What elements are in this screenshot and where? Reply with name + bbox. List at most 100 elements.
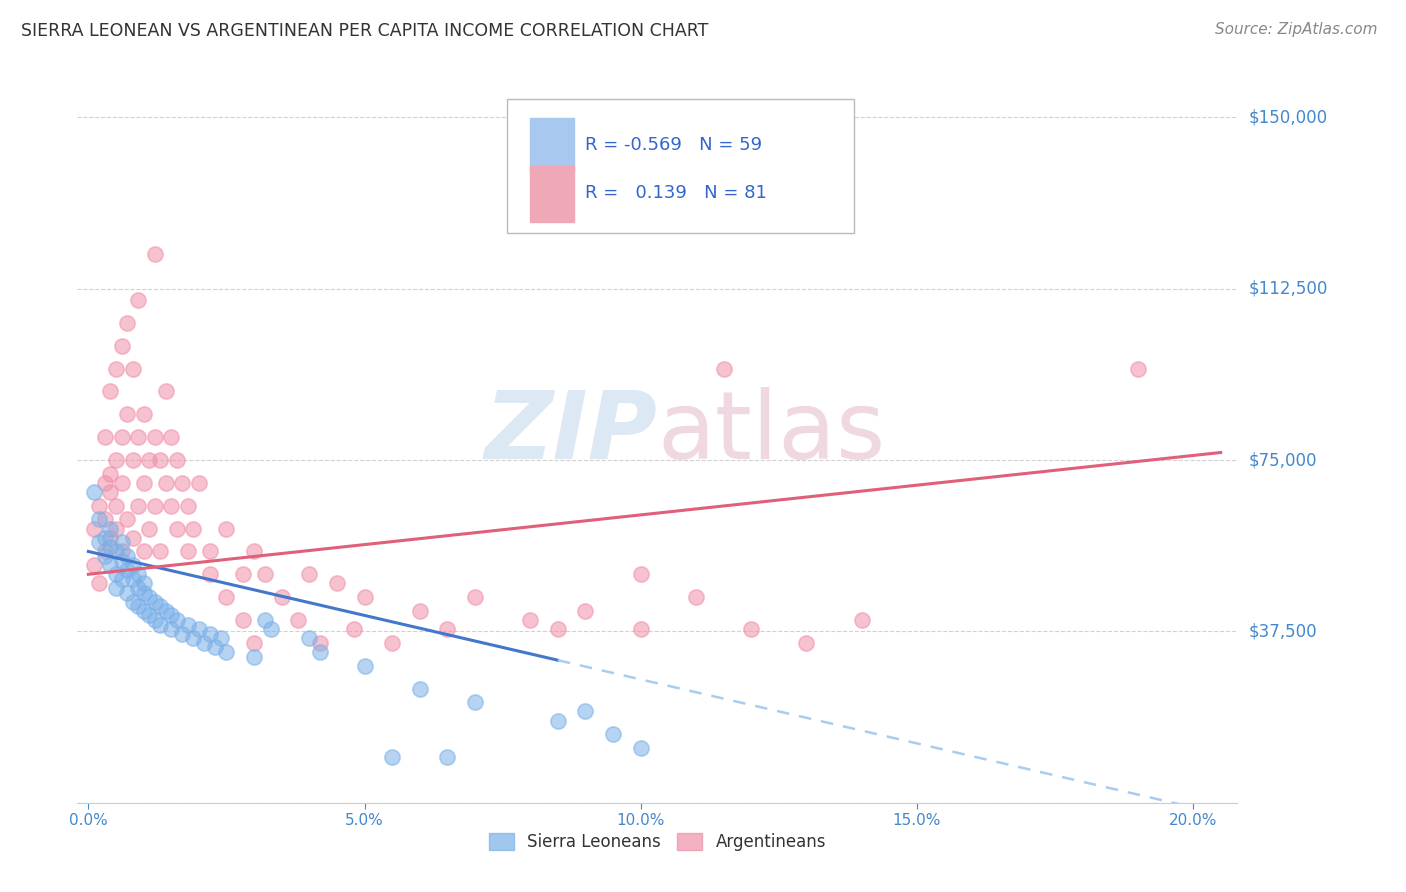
- Point: [155, 475, 177, 490]
- Point: [519, 613, 541, 627]
- Point: [100, 384, 122, 399]
- Point: [89, 535, 111, 549]
- Point: [110, 339, 132, 353]
- Point: [94, 512, 117, 526]
- Point: [436, 750, 458, 764]
- Point: [574, 705, 596, 719]
- Point: [630, 622, 652, 636]
- Point: [94, 549, 117, 563]
- Point: [270, 590, 292, 604]
- Point: [110, 430, 132, 444]
- Point: [177, 544, 200, 558]
- Point: [149, 544, 172, 558]
- Point: [83, 522, 105, 536]
- Point: [121, 572, 143, 586]
- Point: [464, 590, 486, 604]
- Point: [100, 522, 122, 536]
- Point: [215, 645, 238, 659]
- Point: [464, 695, 486, 709]
- Point: [115, 408, 138, 422]
- Point: [100, 531, 122, 545]
- Point: [172, 626, 194, 640]
- Point: [381, 636, 404, 650]
- Point: [287, 613, 309, 627]
- Point: [353, 590, 375, 604]
- Point: [105, 361, 127, 376]
- Point: [115, 512, 138, 526]
- Point: [309, 645, 332, 659]
- Point: [166, 453, 188, 467]
- Point: [326, 576, 349, 591]
- Point: [547, 622, 569, 636]
- Point: [630, 741, 652, 756]
- Point: [381, 750, 404, 764]
- Point: [110, 544, 132, 558]
- Point: [149, 599, 172, 614]
- Point: [132, 604, 155, 618]
- Point: [105, 499, 127, 513]
- Point: [89, 512, 111, 526]
- Point: [115, 585, 138, 599]
- Point: [94, 544, 117, 558]
- Point: [254, 613, 277, 627]
- Point: [127, 581, 149, 595]
- Point: [100, 540, 122, 554]
- Point: [298, 632, 321, 646]
- Point: [83, 558, 105, 573]
- Point: [409, 681, 432, 696]
- Point: [187, 475, 209, 490]
- Point: [851, 613, 873, 627]
- Point: [100, 467, 122, 481]
- Text: R =   0.139   N = 81: R = 0.139 N = 81: [585, 185, 768, 202]
- Point: [143, 499, 166, 513]
- Point: [127, 430, 149, 444]
- Text: ZIP: ZIP: [485, 386, 658, 479]
- Point: [204, 640, 226, 655]
- Point: [138, 608, 160, 623]
- Text: $37,500: $37,500: [1249, 623, 1317, 640]
- Point: [110, 475, 132, 490]
- Point: [342, 622, 364, 636]
- Point: [232, 613, 254, 627]
- Point: [155, 384, 177, 399]
- Point: [127, 599, 149, 614]
- Point: [198, 567, 221, 582]
- Point: [160, 430, 183, 444]
- Point: [143, 613, 166, 627]
- Point: [132, 585, 155, 599]
- Text: R = -0.569   N = 59: R = -0.569 N = 59: [585, 136, 762, 154]
- Point: [630, 567, 652, 582]
- Point: [149, 617, 172, 632]
- Point: [602, 727, 624, 741]
- Point: [166, 522, 188, 536]
- Point: [105, 453, 127, 467]
- Text: $150,000: $150,000: [1249, 108, 1327, 127]
- Point: [89, 576, 111, 591]
- Point: [121, 595, 143, 609]
- Point: [232, 567, 254, 582]
- Point: [94, 531, 117, 545]
- FancyBboxPatch shape: [530, 166, 574, 221]
- Point: [243, 544, 266, 558]
- Point: [215, 590, 238, 604]
- Point: [132, 408, 155, 422]
- Point: [132, 576, 155, 591]
- Point: [160, 622, 183, 636]
- Point: [94, 475, 117, 490]
- Point: [115, 316, 138, 330]
- Point: [83, 485, 105, 500]
- Point: [193, 636, 215, 650]
- Point: [138, 590, 160, 604]
- Point: [132, 475, 155, 490]
- Point: [127, 293, 149, 307]
- Point: [94, 430, 117, 444]
- Point: [155, 604, 177, 618]
- Point: [89, 499, 111, 513]
- Point: [100, 485, 122, 500]
- Text: $112,500: $112,500: [1249, 280, 1327, 298]
- Point: [215, 522, 238, 536]
- Point: [143, 595, 166, 609]
- Point: [127, 499, 149, 513]
- Point: [138, 453, 160, 467]
- Text: Source: ZipAtlas.com: Source: ZipAtlas.com: [1215, 22, 1378, 37]
